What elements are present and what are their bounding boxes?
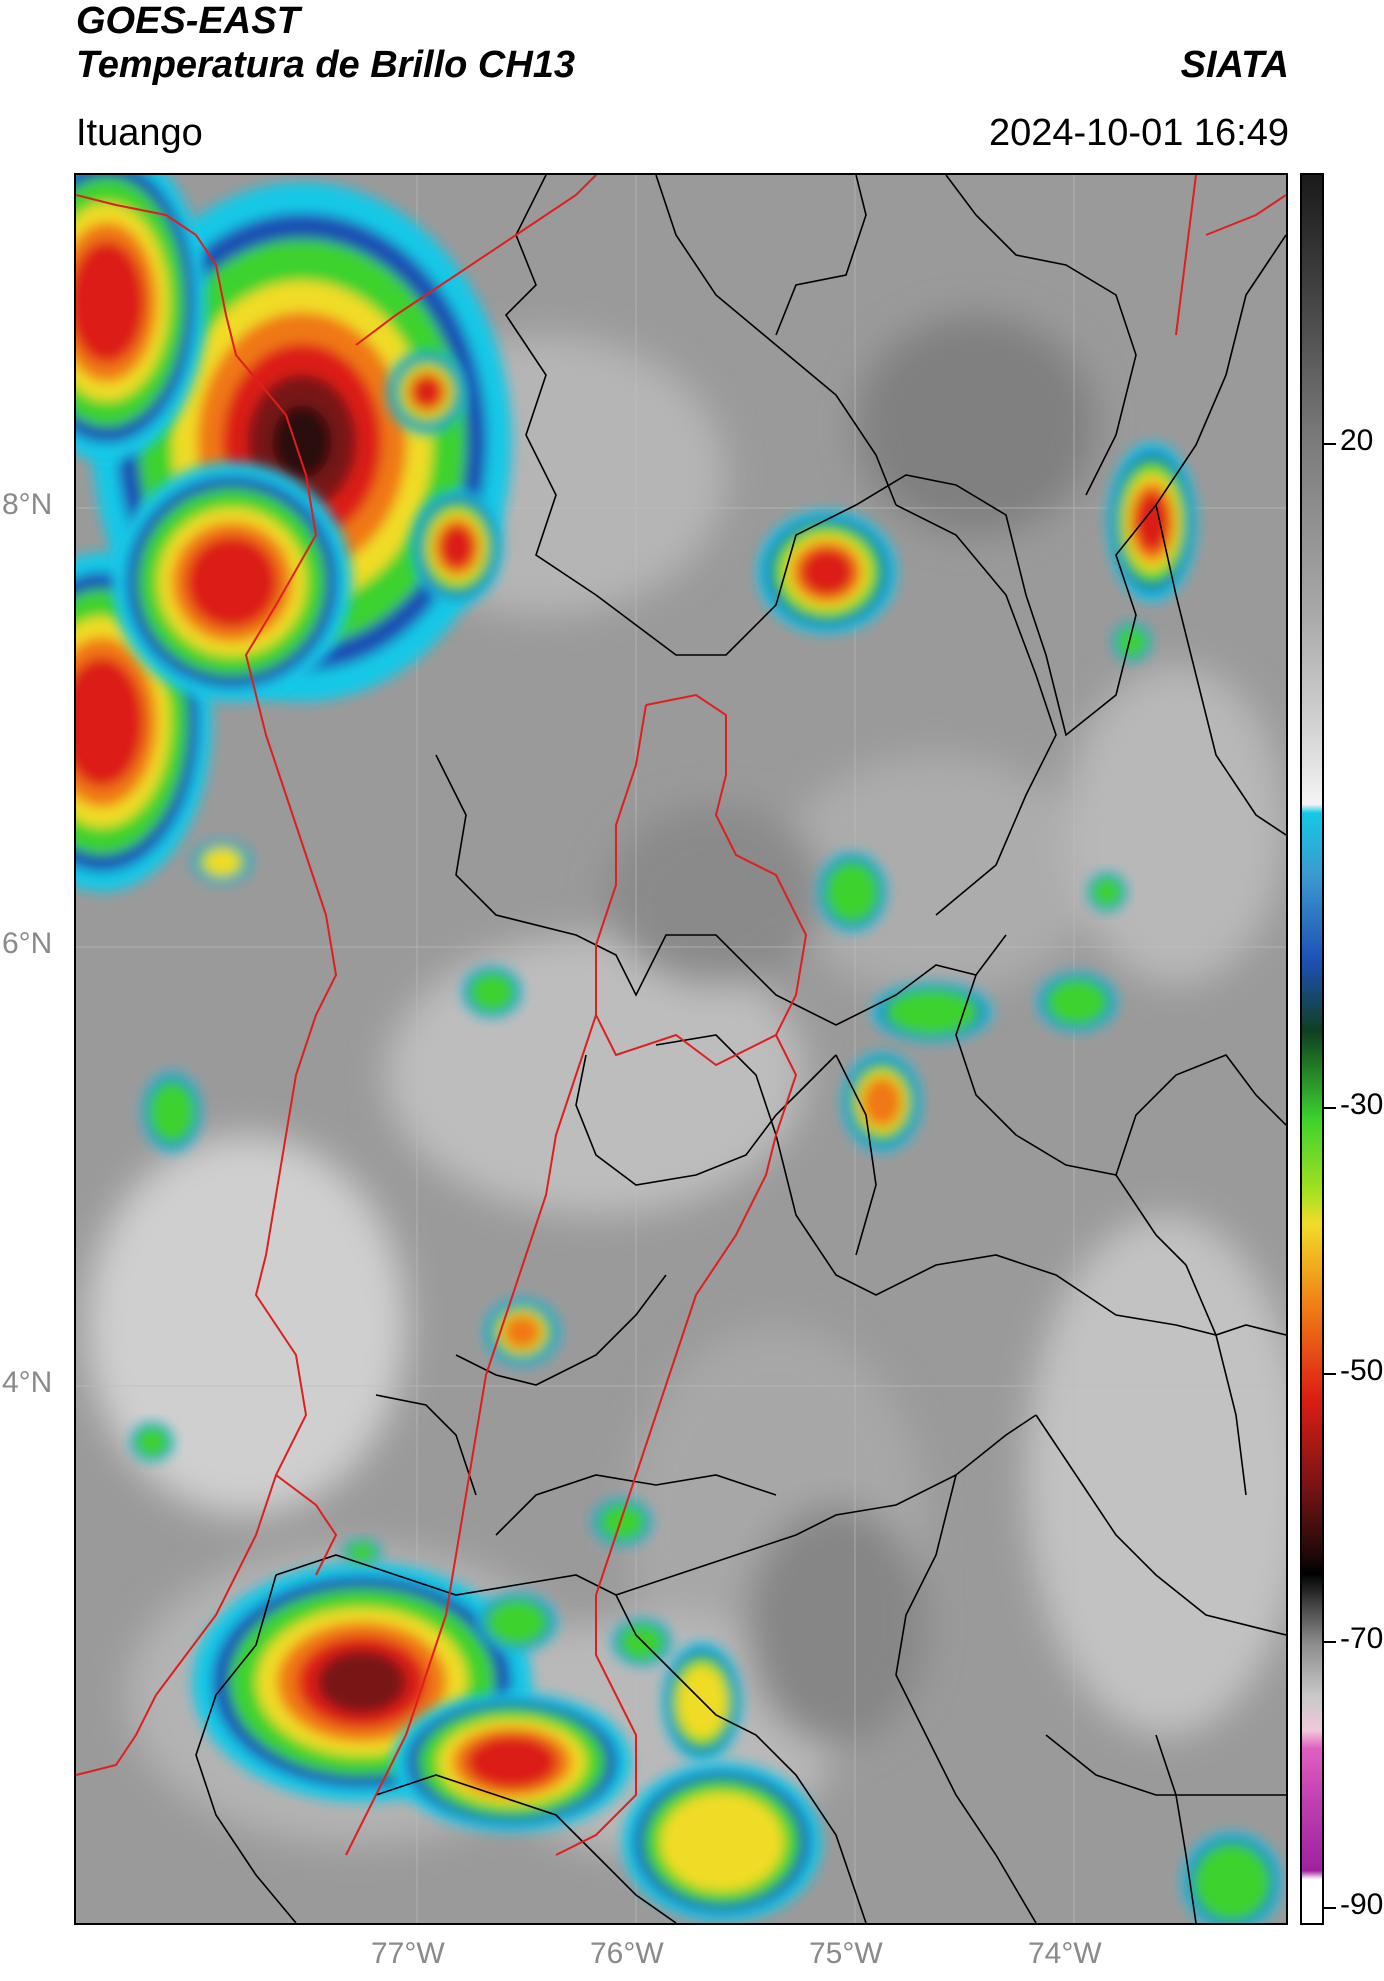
colorbar-label-minus30: -30 (1340, 1088, 1384, 1121)
department-boundaries (76, 175, 1286, 1856)
product-title: Temperatura de Brillo CH13 (76, 44, 576, 86)
lon-label-77w: 77°W (371, 1937, 445, 1970)
convective-cell (392, 1692, 632, 1832)
convective-cell (757, 510, 897, 634)
convective-cell (817, 852, 887, 932)
colorbar-tick-20 (1324, 443, 1336, 445)
datetime-label: 2024-10-01 16:49 (988, 112, 1289, 154)
convective-cell (112, 462, 352, 702)
lat-label-4n: 4°N (2, 1366, 53, 1399)
convective-cell (1037, 972, 1117, 1032)
convective-cell (76, 175, 207, 462)
lat-label-6n: 6°N (2, 927, 53, 960)
convective-cell (484, 1298, 560, 1366)
convective-cell (1107, 442, 1197, 602)
convective-cell (142, 1072, 202, 1152)
colorbar-label-minus90: -90 (1340, 1888, 1384, 1921)
colorbar-tick-minus90 (1324, 1907, 1336, 1909)
satellite-map (74, 173, 1288, 1925)
colorbar-label-minus50: -50 (1340, 1354, 1384, 1387)
lon-label-76w: 76°W (590, 1937, 664, 1970)
convective-cell (1087, 872, 1127, 912)
lon-label-74w: 74°W (1028, 1937, 1102, 1970)
colorbar-tick-minus30 (1324, 1107, 1336, 1109)
map-canvas (76, 175, 1286, 1923)
lon-label-75w: 75°W (809, 1937, 883, 1970)
satellite-title: GOES-EAST (76, 0, 300, 42)
organization-label: SIATA (1180, 44, 1289, 86)
convective-cell (622, 1762, 822, 1922)
convective-cell (592, 1498, 652, 1546)
lat-label-8n: 8°N (2, 488, 53, 521)
convective-cells (76, 175, 1282, 1923)
convective-cell (477, 1592, 557, 1652)
convective-cell (411, 489, 503, 605)
colorbar-label-20: 20 (1340, 424, 1374, 457)
convective-cell (1112, 622, 1152, 662)
colorbar-label-minus70: -70 (1340, 1622, 1384, 1655)
convective-cell (872, 982, 992, 1042)
temperature-colorbar (1300, 173, 1324, 1925)
convective-cell (462, 966, 522, 1018)
convective-cell (342, 1538, 382, 1566)
convective-cell (387, 350, 467, 434)
municipal-boundaries (195, 175, 1286, 1923)
colorbar-tick-minus50 (1324, 1373, 1336, 1375)
convective-cell (1182, 1832, 1282, 1923)
convective-cell (192, 840, 252, 884)
convective-cell (130, 1422, 174, 1462)
colorbar-tick-minus70 (1324, 1641, 1336, 1643)
convective-cell (842, 1052, 922, 1152)
location-label: Ituango (76, 112, 203, 154)
